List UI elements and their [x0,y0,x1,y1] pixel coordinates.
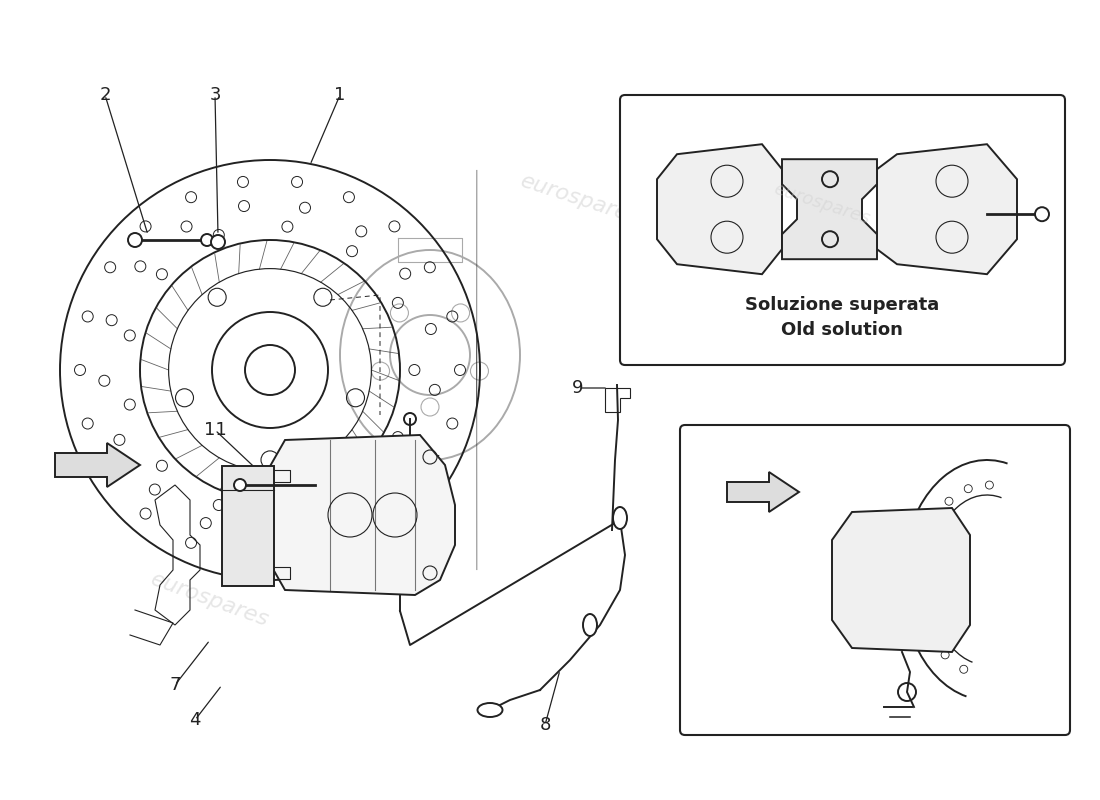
Circle shape [128,233,142,247]
Text: 2: 2 [99,86,111,104]
Text: 10: 10 [737,566,759,584]
Text: 9: 9 [572,379,584,397]
Circle shape [201,234,213,246]
Text: 11: 11 [204,421,227,439]
Text: 1: 1 [334,86,345,104]
FancyBboxPatch shape [680,425,1070,735]
Text: 4: 4 [189,711,200,729]
Polygon shape [832,508,970,652]
Circle shape [1035,207,1049,222]
Circle shape [234,479,246,491]
Text: 7: 7 [169,676,180,694]
Ellipse shape [613,507,627,529]
Text: eurospares: eurospares [771,180,872,228]
Text: 3: 3 [209,86,221,104]
Polygon shape [657,144,782,274]
Ellipse shape [477,703,503,717]
Text: 8: 8 [539,716,551,734]
Polygon shape [55,443,140,487]
Text: 5: 5 [965,321,976,339]
Text: eurospares: eurospares [148,570,272,630]
Polygon shape [265,435,455,595]
Polygon shape [782,159,877,259]
FancyBboxPatch shape [620,95,1065,365]
Text: eurospares: eurospares [758,531,882,589]
Text: Soluzione superata: Soluzione superata [745,296,939,314]
Polygon shape [877,144,1018,274]
Circle shape [211,235,226,249]
Text: 6: 6 [912,321,924,339]
Polygon shape [222,466,274,586]
Polygon shape [727,472,799,512]
Text: eurospares: eurospares [518,171,642,229]
Text: Old solution: Old solution [781,321,903,339]
Ellipse shape [583,614,597,636]
